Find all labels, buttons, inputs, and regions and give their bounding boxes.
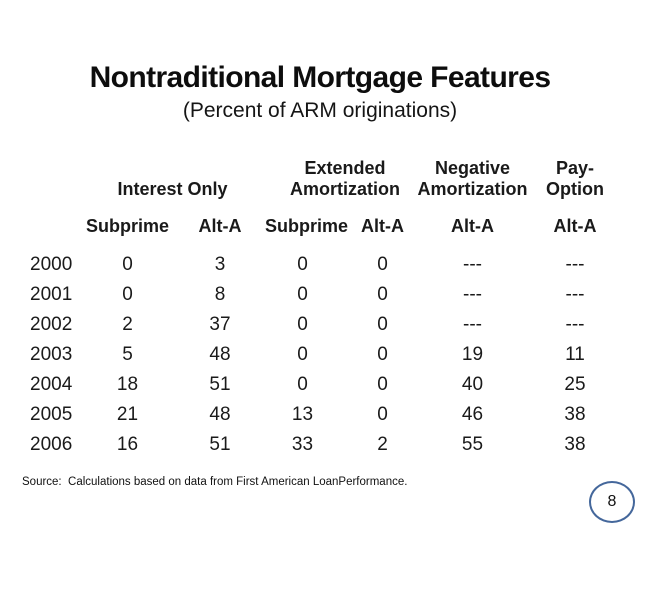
value-cell: 38 [564, 434, 586, 455]
sub-header-cell: Alt-A [361, 216, 404, 236]
sub-header-cell: Alt-A [553, 216, 597, 236]
value-cell: 18 [116, 374, 139, 395]
group-header-row: Interest Only Extended Amortization Negati… [20, 148, 630, 203]
title-block: Nontraditional Mortgage Features (Percen… [10, 60, 630, 124]
value-cell: --- [463, 254, 482, 275]
page-subtitle: (Percent of ARM originations) [182, 99, 458, 122]
table-row: 2002 2 37 0 0 --- --- [20, 310, 630, 340]
table-body: 2000 0 3 0 0 --- --- 2001 0 8 0 0 --- --- 2002 2 37 0 0 ---… [20, 250, 630, 460]
value-cell: --- [565, 314, 585, 335]
value-cell: 48 [209, 344, 231, 365]
table-row: 2003 5 48 0 0 19 11 [20, 340, 630, 370]
value-cell: 37 [209, 314, 231, 335]
value-cell: 0 [122, 254, 133, 275]
value-cell: 0 [297, 284, 308, 305]
year-cell: 2003 [30, 344, 73, 365]
sub-header-cell: Alt-A [451, 216, 494, 236]
value-cell: 33 [291, 434, 314, 455]
table-row: 2006 16 51 33 2 55 38 [20, 430, 630, 460]
value-cell: 0 [297, 374, 308, 395]
value-cell: 13 [291, 404, 314, 425]
group-header-cell: Interest Only [117, 179, 228, 199]
value-cell: 16 [116, 434, 139, 455]
value-cell: 40 [461, 374, 484, 395]
value-cell: 0 [297, 344, 308, 365]
group-header-cell: Extended Amortization [290, 158, 400, 199]
year-cell: 2001 [30, 284, 73, 305]
value-cell: 0 [377, 284, 388, 305]
sub-header-cell: Alt-A [198, 216, 242, 236]
year-cell: 2004 [30, 374, 73, 395]
group-header-cell: Negative Amortization [417, 158, 528, 199]
value-cell: 0 [377, 254, 388, 275]
data-table: Interest Only Extended Amortization Negati… [20, 148, 630, 460]
corner-cell [20, 203, 80, 250]
value-cell: 51 [209, 434, 231, 455]
value-cell: 38 [564, 404, 586, 425]
year-cell: 2002 [30, 314, 73, 335]
value-cell: 48 [209, 404, 231, 425]
value-cell: 5 [122, 344, 133, 365]
table-row: 2004 18 51 0 0 40 25 [20, 370, 630, 400]
value-cell: --- [463, 314, 482, 335]
value-cell: 55 [461, 434, 484, 455]
table-row: 2000 0 3 0 0 --- --- [20, 250, 630, 280]
source-note: Source: Calculations based on data from … [22, 476, 408, 488]
page-number: 8 [607, 493, 617, 510]
value-cell: 0 [297, 254, 308, 275]
value-cell: --- [463, 284, 482, 305]
corner-cell [20, 148, 80, 203]
year-cell: 2006 [30, 434, 73, 455]
value-cell: 0 [297, 314, 308, 335]
year-cell: 2000 [30, 254, 73, 275]
page-number-badge: 8 [589, 481, 635, 523]
value-cell: 0 [377, 404, 388, 425]
year-cell: 2005 [30, 404, 73, 425]
value-cell: 51 [209, 374, 231, 395]
sub-header-cell: Subprime [265, 216, 349, 236]
table-row: 2005 21 48 13 0 46 38 [20, 400, 630, 430]
value-cell: 0 [122, 284, 133, 305]
value-cell: 19 [461, 344, 484, 365]
value-cell: --- [565, 284, 585, 305]
value-cell: 25 [564, 374, 586, 395]
value-cell: 0 [377, 314, 388, 335]
value-cell: 0 [377, 344, 388, 365]
value-cell: 46 [461, 404, 484, 425]
group-header-cell: Pay-Option [546, 158, 604, 199]
value-cell: 2 [377, 434, 388, 455]
sub-header-cell: Subprime [85, 216, 169, 236]
value-cell: 8 [214, 284, 226, 305]
value-cell: 0 [377, 374, 388, 395]
sub-header-row: Subprime Alt-A Subprime Alt-A Alt-A Alt-A [20, 203, 630, 250]
value-cell: 3 [214, 254, 226, 275]
value-cell: 2 [122, 314, 133, 335]
table-row: 2001 0 8 0 0 --- --- [20, 280, 630, 310]
value-cell: 11 [565, 344, 585, 365]
page-title: Nontraditional Mortgage Features [89, 61, 551, 94]
value-cell: --- [565, 254, 585, 275]
value-cell: 21 [116, 404, 139, 425]
